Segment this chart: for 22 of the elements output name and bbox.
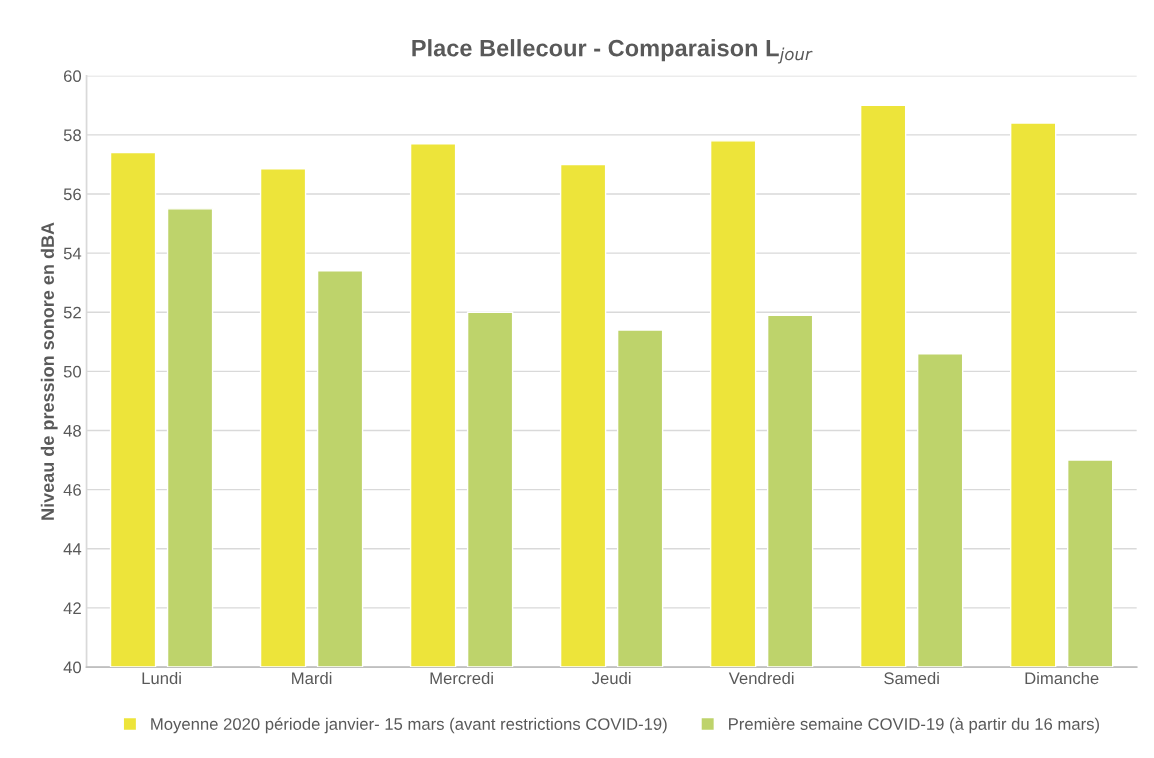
y-tick-label: 58 xyxy=(63,129,81,142)
x-tick-label: Jeudi xyxy=(591,671,631,685)
x-tick-label: Samedi xyxy=(884,671,939,685)
x-tick-label: Mardi xyxy=(292,671,332,685)
y-tick-label: 56 xyxy=(63,188,81,201)
y-tick-label: 50 xyxy=(63,365,82,378)
chart-title: Place Bellecour - Comparaison L$_{jour}$ xyxy=(412,39,813,64)
y-tick-label: 44 xyxy=(63,543,82,555)
x-tick-label: Lundi xyxy=(142,671,181,685)
y-tick-label: 42 xyxy=(63,602,81,614)
x-tick-label: Vendredi xyxy=(728,671,794,685)
x-tick-label: Mercredi xyxy=(430,671,493,685)
y-tick-label: 46 xyxy=(63,484,81,496)
x-tick-label: Dimanche xyxy=(1025,671,1099,685)
y-tick-label: 60 xyxy=(64,70,82,82)
legend-label: Moyenne 2020 période janvier- 15 mars (avant restrictions COVID-19) xyxy=(151,717,667,734)
legend-label: Première semaine COVID-19 (à partir du 16 mars) xyxy=(729,717,1099,734)
y-axis-title: Niveau de pression sonore en dBA xyxy=(40,222,58,520)
y-tick-label: 54 xyxy=(63,247,82,260)
y-tick-label: 52 xyxy=(63,306,81,319)
y-tick-label: 40 xyxy=(63,661,82,674)
y-tick-label: 48 xyxy=(63,424,81,437)
